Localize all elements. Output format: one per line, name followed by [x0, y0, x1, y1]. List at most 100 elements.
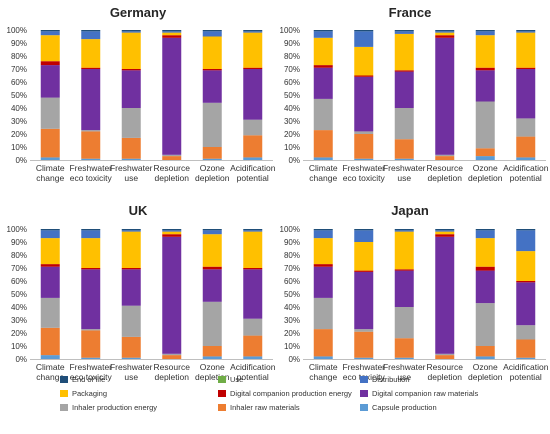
y-tick-label: 80% [284, 52, 300, 61]
y-tick-label: 0% [288, 355, 300, 364]
legend-label: Distribution [372, 375, 410, 384]
legend-item-packaging: Packaging [60, 389, 107, 398]
legend-label: Packaging [72, 389, 107, 398]
bar-segment-capsule-production [81, 357, 101, 359]
bar-stack-freshwater-use [121, 229, 141, 359]
bar-segment-inhaler-production-energy [354, 329, 374, 332]
bar-segment-packaging [435, 32, 455, 36]
panel-title-japan: Japan [391, 203, 429, 218]
bar-segment-digital-companion-production-energy [435, 35, 455, 38]
y-tick-label: 90% [284, 238, 300, 247]
y-tick-label: 30% [284, 117, 300, 126]
x-category-label: Acidification potential [503, 163, 549, 183]
y-tick-label: 0% [288, 156, 300, 165]
bar-segment-distribution [354, 31, 374, 47]
y-tick-label: 20% [11, 130, 27, 139]
y-tick-label: 10% [284, 342, 300, 351]
bar-segment-end-of-life [435, 229, 455, 231]
bar-segment-digital-companion-production-energy [81, 67, 101, 69]
bar-segment-distribution [162, 230, 182, 232]
bar-segment-digital-companion-production-energy [516, 281, 536, 283]
x-category-label: Climate change [36, 163, 65, 183]
bar-segment-end-of-life [121, 229, 141, 231]
bar-segment-inhaler-production-energy [313, 98, 333, 131]
bar-segment-packaging [40, 238, 60, 265]
bar-segment-packaging [243, 231, 263, 268]
bar-stack-acidification-potential [516, 229, 536, 359]
bar-segment-end-of-life [475, 30, 495, 32]
bar-segment-distribution [40, 230, 60, 239]
panel-uk: UK 0% 10% 20% 30% 40% 50% 60% 70% 80% 90% 100% Clima… [7, 203, 276, 382]
bar-segment-packaging [313, 37, 333, 66]
bar-segment-inhaler-production-energy [202, 102, 222, 147]
bar-segment-inhaler-raw-materials [475, 148, 495, 157]
bar-segment-digital-companion-raw-materials [435, 236, 455, 354]
bar-segment-end-of-life [202, 229, 222, 231]
x-category-label: Resource depletion [154, 362, 191, 382]
legend-item-capsule-production: Capsule production [360, 403, 437, 412]
y-tick-label: 30% [284, 316, 300, 325]
bar-segment-digital-companion-production-energy [475, 266, 495, 271]
x-category-label: Freshwater eco toxicity [342, 163, 385, 183]
y-tick-label: 70% [11, 65, 27, 74]
bar-segment-distribution [475, 31, 495, 36]
y-tick-label: 60% [284, 78, 300, 87]
bar-segment-digital-companion-raw-materials [516, 69, 536, 119]
bar-segment-inhaler-production-energy [435, 353, 455, 356]
bar-segment-packaging [313, 238, 333, 265]
bar-segment-inhaler-production-energy [516, 118, 536, 137]
bar-segment-end-of-life [516, 229, 536, 231]
bar-segment-end-of-life [354, 229, 374, 231]
bar-segment-digital-companion-raw-materials [81, 269, 101, 330]
bar-segment-capsule-production [516, 157, 536, 160]
bar-segment-digital-companion-raw-materials [354, 271, 374, 330]
bar-segment-inhaler-production-energy [394, 108, 414, 140]
bar-stack-climate-change [313, 229, 333, 359]
bar-segment-inhaler-production-energy [40, 297, 60, 328]
bar-segment-inhaler-production-energy [162, 154, 182, 157]
bar-segment-inhaler-raw-materials [354, 134, 374, 159]
bar-segment-inhaler-production-energy [475, 101, 495, 149]
bar-segment-digital-companion-production-energy [162, 35, 182, 38]
bar-segment-distribution [121, 31, 141, 33]
bar-segment-packaging [81, 238, 101, 268]
legend-swatch [218, 390, 226, 397]
bar-segment-inhaler-raw-materials [243, 135, 263, 158]
bar-segment-inhaler-raw-materials [81, 131, 101, 159]
bar-segment-end-of-life [40, 229, 60, 231]
bar-segment-inhaler-production-energy [40, 97, 60, 129]
y-tick-label: 20% [284, 329, 300, 338]
legend-swatch [360, 376, 368, 383]
bar-segment-end-of-life [81, 229, 101, 231]
bar-segment-packaging [162, 32, 182, 36]
bar-segment-digital-companion-raw-materials [313, 67, 333, 99]
bar-segment-capsule-production [354, 158, 374, 160]
y-tick-label: 30% [11, 117, 27, 126]
bar-segment-inhaler-raw-materials [435, 355, 455, 359]
bar-segment-capsule-production [394, 357, 414, 359]
y-tick-label: 20% [284, 130, 300, 139]
x-category-label: Acidification potential [503, 362, 549, 382]
bar-stack-freshwater-use [121, 30, 141, 160]
bar-segment-digital-companion-raw-materials [202, 70, 222, 103]
bar-segment-end-of-life [121, 30, 141, 32]
bar-segment-digital-companion-raw-materials [475, 70, 495, 102]
bar-segment-inhaler-raw-materials [40, 128, 60, 158]
bar-segment-end-of-life [394, 229, 414, 231]
bar-stack-climate-change [40, 229, 60, 359]
bar-stack-freshwater-eco-toxicity [354, 229, 374, 359]
bar-segment-capsule-production [516, 357, 536, 359]
bar-segment-inhaler-production-energy [394, 307, 414, 339]
y-tick-label: 70% [284, 264, 300, 273]
bar-segment-inhaler-production-energy [516, 325, 536, 340]
bar-segment-distribution [313, 230, 333, 239]
bar-stack-ozone-depletion [202, 229, 222, 359]
bar-segment-packaging [354, 46, 374, 76]
bar-segment-digital-companion-production-energy [354, 270, 374, 272]
y-tick-label: 50% [284, 290, 300, 299]
bar-segment-digital-companion-production-energy [394, 269, 414, 271]
bar-segment-inhaler-production-energy [243, 318, 263, 336]
bar-segment-capsule-production [394, 158, 414, 160]
x-category-label: Climate change [309, 163, 338, 183]
